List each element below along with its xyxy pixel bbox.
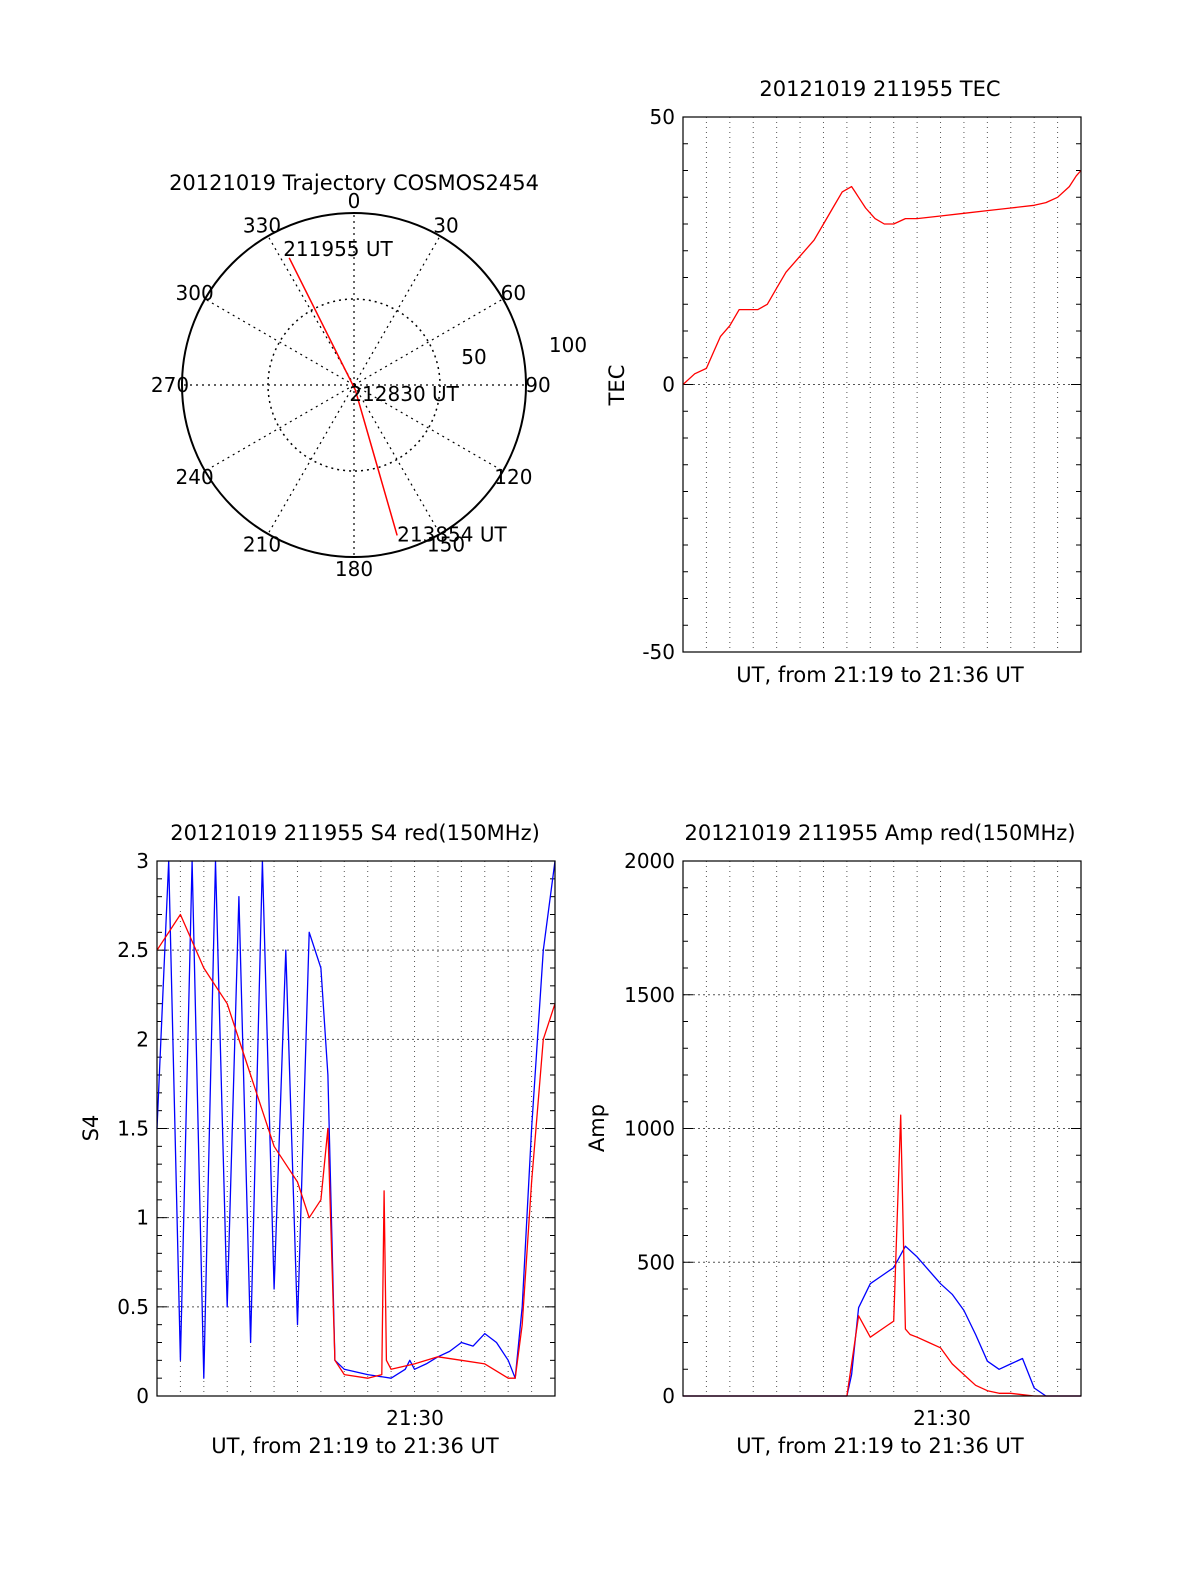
polar-angle-labels: 0 30 60 90 120 150 180 210 240 270 300 330 (151, 189, 551, 581)
y-tick-label: 1500 (624, 983, 675, 1007)
amp-plot: 20121019 211955 Amp red(150MHz) 0 500 1000… (585, 821, 1082, 1458)
s4-plot-body: 0 0.5 1 1.5 2 2.5 3 (117, 849, 556, 1408)
polar-radius-label: 50 (461, 345, 486, 369)
polar-point-label: 211955 UT (283, 237, 393, 261)
polar-outer-circle (181, 212, 527, 558)
polar-angle-label: 330 (243, 214, 281, 238)
series-line-blue (156, 860, 556, 1379)
polar-grid (182, 213, 526, 557)
y-tick-label: 1000 (624, 1117, 675, 1141)
s4-plot: 20121019 211955 S4 red(150MHz) 0 0.5 1 1.5 2… (79, 821, 556, 1458)
tec-title: 20121019 211955 TEC (759, 77, 1000, 101)
y-tick-label: 2000 (624, 849, 675, 873)
polar-angle-label: 90 (525, 373, 550, 397)
polar-plot: 20121019 Trajectory COSMOS2454 0 30 60 90 12… (151, 171, 587, 581)
y-tick-label: 0 (662, 373, 675, 397)
y-tick-label: 3 (136, 849, 149, 873)
plot-frame (156, 860, 556, 1397)
polar-point-label: 213854 UT (397, 522, 507, 546)
polar-angle-label: 300 (176, 281, 214, 305)
polar-angle-label: 60 (501, 281, 526, 305)
tec-ylabel: TEC (605, 365, 629, 407)
polar-grid-spoke (353, 384, 504, 472)
y-tick-label: 2 (136, 1027, 149, 1051)
amp-ylabel: Amp (585, 1104, 609, 1152)
s4-ylabel: S4 (79, 1115, 103, 1142)
y-tick-label: 50 (650, 105, 675, 129)
polar-grid-spoke (353, 235, 441, 386)
amp-xlabel: UT, from 21:19 to 21:36 UT (736, 1434, 1024, 1458)
polar-grid-spoke (353, 298, 504, 386)
polar-grid-spoke (267, 235, 355, 386)
polar-angle-label: 120 (494, 465, 532, 489)
plot-frame (682, 860, 1082, 1397)
y-tick-label: -50 (642, 640, 675, 664)
polar-grid-spoke (204, 298, 355, 386)
s4-xlabel: UT, from 21:19 to 21:36 UT (211, 1434, 499, 1458)
y-tick-label: 0 (662, 1384, 675, 1408)
polar-angle-label: 270 (151, 373, 189, 397)
s4-title: 20121019 211955 S4 red(150MHz) (170, 821, 540, 845)
polar-grid-spoke (204, 384, 355, 472)
y-tick-label: 1 (136, 1206, 149, 1230)
series-line-red (682, 170, 1082, 385)
tec-xlabel: UT, from 21:19 to 21:36 UT (736, 663, 1024, 687)
polar-trajectory-line (288, 257, 398, 536)
y-tick-label: 0.5 (117, 1295, 149, 1319)
polar-grid-spoke (353, 384, 441, 535)
polar-angle-label: 210 (243, 532, 281, 556)
s4-xtick-label: 21:30 (386, 1406, 444, 1430)
polar-series: 211955 UT 212830 UT 213854 UT (283, 237, 507, 547)
polar-angle-label: 180 (335, 557, 373, 581)
polar-angle-label: 150 (427, 532, 465, 556)
y-tick-label: 1.5 (117, 1117, 149, 1141)
amp-xtick-label: 21:30 (913, 1406, 971, 1430)
amp-title: 20121019 211955 Amp red(150MHz) (684, 821, 1075, 845)
amp-plot-body: 0 500 1000 1500 2000 (624, 849, 1082, 1408)
polar-grid-spoke (267, 384, 355, 535)
series-line-red (683, 1114, 1081, 1397)
y-tick-label: 0 (136, 1384, 149, 1408)
tec-plot: 20121019 211955 TEC -50 0 50 UT, from 21:1… (605, 77, 1082, 687)
polar-angle-label: 240 (176, 465, 214, 489)
y-tick-label: 2.5 (117, 938, 149, 962)
polar-title: 20121019 Trajectory COSMOS2454 (169, 171, 539, 195)
polar-angle-label: 0 (348, 189, 361, 213)
series-line-blue (683, 1245, 1081, 1397)
series-line-red (156, 913, 556, 1379)
polar-radius-label: 100 (549, 333, 587, 357)
y-tick-label: 500 (637, 1250, 675, 1274)
tec-plot-body: -50 0 50 (642, 105, 1082, 664)
polar-angle-label: 30 (433, 214, 458, 238)
polar-point-label: 212830 UT (349, 382, 459, 406)
plot-frame (682, 116, 1082, 653)
